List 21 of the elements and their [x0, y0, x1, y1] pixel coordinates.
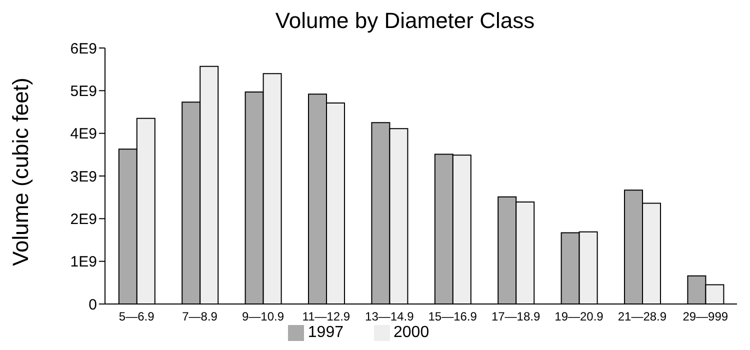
x-tick-label: 11—12.9	[302, 310, 350, 324]
x-tick-label: 17—18.9	[491, 310, 540, 324]
x-tick-label: 9—10.9	[242, 310, 284, 324]
y-tick-label: 4E9	[70, 126, 97, 143]
x-tick-label: 15—16.9	[428, 310, 478, 324]
y-tick-label: 1E9	[70, 254, 97, 271]
x-tick-label: 21—28.9	[618, 310, 667, 324]
y-tick-label: 3E9	[70, 168, 97, 186]
y-tick-label: 6E9	[70, 40, 97, 58]
y-tick-label: 0	[88, 296, 97, 314]
y-tick-label: 5E9	[70, 82, 97, 100]
legend-label: 1997	[308, 324, 344, 341]
chart-title: Volume by Diameter Class	[274, 7, 536, 35]
x-tick-label: 13—14.9	[365, 310, 414, 324]
y-axis-title: Volume (cubic feet)	[8, 78, 33, 266]
x-tick-label: 5—6.9	[118, 310, 155, 324]
x-tick-label: 7—8.9	[182, 310, 218, 324]
x-tick-label: 19—20.9	[554, 310, 604, 324]
legend-label: 2000	[394, 324, 430, 341]
x-tick-label: 29—999	[682, 310, 728, 324]
y-tick-label: 2E9	[70, 210, 97, 228]
